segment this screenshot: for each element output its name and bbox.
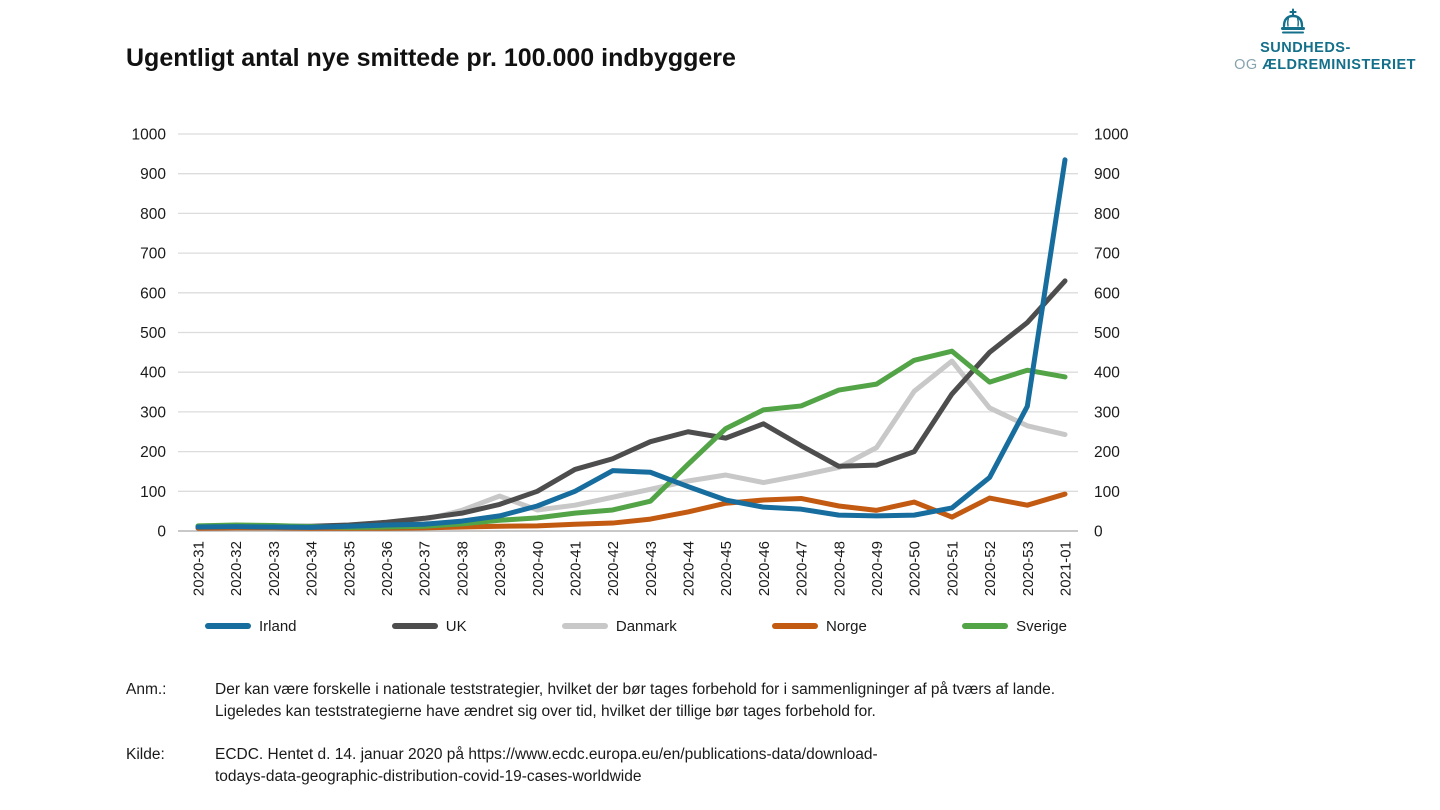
x-tick-label: 2020-36 (379, 541, 396, 596)
legend-marker-danmark (561, 623, 608, 629)
x-tick-label: 2020-52 (982, 541, 999, 596)
x-tick-label: 2020-35 (341, 541, 358, 596)
y-tick-label-right: 900 (1094, 166, 1120, 183)
x-tick-label: 2020-37 (417, 541, 434, 596)
anm-label: Anm.: (126, 681, 167, 698)
line-chart: 0 0 100 100 200 200 300 300 400 400 500 500 600 600 70… (120, 123, 1130, 628)
legend-label: Danmark (615, 617, 677, 635)
x-tick-label: 2020-51 (944, 541, 961, 596)
legend-label: Irland (259, 617, 297, 635)
x-tick-label: 2020-47 (794, 541, 811, 596)
x-tick-label: 2020-32 (228, 541, 245, 596)
x-tick-label: 2020-33 (266, 541, 283, 596)
y-tick-label-left: 600 (140, 285, 166, 302)
x-tick-label: 2020-31 (191, 541, 208, 596)
y-tick-label-right: 400 (1094, 365, 1120, 382)
x-tick-label: 2020-38 (454, 541, 471, 596)
y-tick-label-right: 700 (1094, 246, 1120, 263)
anm-text-line1: Der kan være forskelle i nationale tests… (215, 681, 1055, 698)
kilde-text-line2: todays-data-geographic-distribution-covi… (215, 768, 642, 785)
x-tick-label: 2020-48 (831, 541, 848, 596)
series-line-irland (195, 157, 1068, 530)
legend-item-norge: Norge (771, 617, 867, 635)
y-tick-label-left: 0 (157, 524, 166, 541)
x-tick-label: 2020-42 (605, 541, 622, 596)
y-tick-label-right: 500 (1094, 325, 1120, 342)
anm-text-line2: Ligeledes kan teststrategierne have ændr… (215, 703, 876, 720)
y-tick-label-right: 600 (1094, 285, 1120, 302)
x-tick-label: 2020-46 (756, 541, 773, 596)
legend-marker-uk (391, 623, 438, 629)
legend-item-irland: Irland (205, 618, 297, 635)
y-tick-label-right: 200 (1094, 444, 1120, 461)
series-line-danmark (195, 358, 1068, 531)
y-tick-label-left: 900 (140, 166, 166, 183)
y-tick-label-left: 500 (140, 325, 166, 342)
chart-title: Ugentligt antal nye smittede pr. 100.000… (126, 44, 736, 72)
x-tick-label: 2020-45 (718, 541, 735, 596)
logo-line2: OG ÆLDREMINISTERIET (1234, 57, 1416, 74)
y-tick-label-left: 200 (140, 444, 166, 461)
legend-marker-sverige (962, 623, 1009, 629)
footnote-anm: Anm.: Der kan være forskelle i nationale… (126, 679, 1055, 723)
x-tick-label: 2020-49 (869, 541, 886, 596)
legend-marker-irland (205, 623, 251, 629)
x-tick-label: 2020-43 (643, 541, 660, 596)
x-tick-label: 2020-44 (681, 541, 698, 596)
y-tick-label-left: 400 (140, 365, 166, 382)
series-line-uk (195, 278, 1068, 530)
line-chart-canvas: 0 0 100 100 200 200 300 300 400 400 500 500 600 600 70… (132, 127, 1129, 597)
y-tick-label-right: 800 (1094, 206, 1120, 223)
legend-label: Sverige (1016, 617, 1067, 635)
x-tick-label: 2020-39 (492, 541, 509, 596)
y-tick-label-left: 100 (140, 484, 166, 501)
y-tick-label-left: 700 (140, 246, 166, 263)
x-tick-label: 2020-40 (530, 541, 547, 596)
y-tick-label-left: 1000 (132, 127, 167, 144)
x-tick-label: 2020-34 (304, 541, 321, 596)
y-tick-label-right: 1000 (1094, 127, 1129, 144)
kilde-label: Kilde: (126, 746, 165, 763)
legend-item-uk: UK (391, 617, 467, 635)
legend-item-danmark: Danmark (561, 617, 677, 635)
legend-item-sverige: Sverige (962, 618, 1067, 635)
y-tick-label-left: 300 (140, 404, 166, 421)
footnote-kilde: Kilde: ECDC. Hentet d. 14. januar 2020 p… (126, 744, 878, 788)
y-tick-label-left: 800 (140, 206, 166, 223)
crown-icon (1278, 8, 1416, 40)
logo-line1: SUNDHEDS- (1260, 40, 1351, 57)
chart-legend: Irland UK Danmark Norge Sverige (205, 614, 1067, 638)
legend-marker-norge (771, 623, 818, 629)
logo-line2-prefix: OG (1234, 57, 1258, 74)
logo-line2-main: ÆLDREMINISTERIET (1262, 57, 1416, 74)
kilde-text-line1: ECDC. Hentet d. 14. januar 2020 på https… (215, 746, 878, 763)
x-tick-label: 2020-53 (1020, 541, 1037, 596)
x-tick-label: 2021-01 (1058, 541, 1075, 596)
x-tick-label: 2020-50 (907, 541, 924, 596)
x-tick-label: 2020-41 (567, 541, 584, 596)
legend-label: Norge (825, 617, 867, 635)
ministry-logo: SUNDHEDS- OG ÆLDREMINISTERIET (1234, 8, 1416, 74)
y-tick-label-right: 0 (1094, 524, 1103, 541)
y-tick-label-right: 300 (1094, 404, 1120, 421)
y-tick-label-right: 100 (1094, 484, 1120, 501)
legend-label: UK (445, 617, 467, 635)
